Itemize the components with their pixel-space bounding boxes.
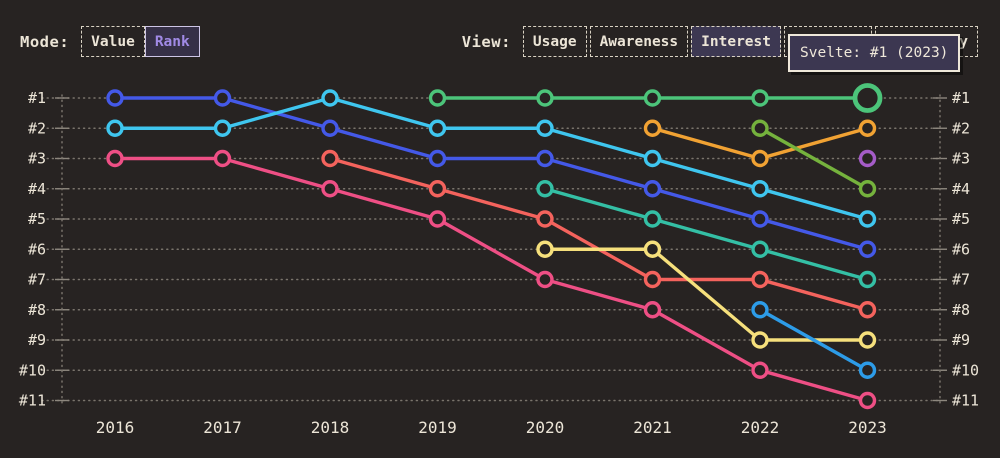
chart-point-salmon[interactable] bbox=[858, 301, 877, 319]
chart-point-pink[interactable] bbox=[536, 270, 554, 289]
chart-point-orange[interactable] bbox=[858, 119, 877, 137]
chart-point-highlight-svelte[interactable] bbox=[852, 83, 883, 113]
chart-point-cyan[interactable] bbox=[751, 180, 769, 198]
chart-point-light-green[interactable] bbox=[751, 119, 769, 137]
chart-point-pink[interactable] bbox=[751, 361, 769, 379]
chart-point-pink[interactable] bbox=[106, 149, 124, 168]
rank-label-left: #2 bbox=[28, 119, 46, 137]
chart-point-pink[interactable] bbox=[858, 391, 877, 410]
series-line-salmon bbox=[328, 156, 870, 312]
rank-label-left: #9 bbox=[28, 331, 46, 349]
chart-point-pink[interactable] bbox=[428, 210, 447, 228]
rank-label-right: #3 bbox=[952, 150, 970, 168]
chart-point-orange[interactable] bbox=[643, 119, 662, 137]
mode-button-rank[interactable]: Rank bbox=[144, 26, 200, 57]
rank-label-right: #1 bbox=[952, 89, 970, 107]
chart-point-yellow[interactable] bbox=[751, 331, 769, 349]
chart-point-blue[interactable] bbox=[321, 119, 339, 137]
view-button-usage[interactable]: Usage bbox=[522, 26, 587, 57]
chart-point-cyan[interactable] bbox=[428, 119, 447, 137]
rank-label-left: #8 bbox=[28, 301, 46, 319]
chart-point-cyan[interactable] bbox=[106, 119, 124, 137]
year-label: 2018 bbox=[311, 418, 350, 437]
chart-point-yellow[interactable] bbox=[858, 331, 877, 349]
year-label: 2020 bbox=[526, 418, 565, 437]
chart-point-salmon[interactable] bbox=[536, 210, 554, 228]
chart-point-svelte[interactable] bbox=[428, 89, 447, 107]
rank-label-left: #6 bbox=[28, 240, 46, 258]
chart-point-svelte[interactable] bbox=[536, 89, 554, 107]
view-label: View: bbox=[461, 32, 511, 51]
rank-label-left: #4 bbox=[28, 180, 46, 198]
rank-label-left: #10 bbox=[19, 361, 46, 379]
chart-point-pink[interactable] bbox=[321, 180, 339, 198]
chart-point-blue[interactable] bbox=[536, 149, 554, 168]
rank-label-right: #7 bbox=[952, 271, 970, 289]
chart-point-orange[interactable] bbox=[751, 149, 769, 168]
mode-button-value[interactable]: Value bbox=[81, 26, 145, 57]
view-button-awareness[interactable]: Awareness bbox=[589, 26, 689, 57]
rank-label-left: #7 bbox=[28, 271, 46, 289]
chart-point-blue[interactable] bbox=[858, 240, 877, 258]
rank-label-left: #1 bbox=[28, 89, 46, 107]
series-line-dodger-blue bbox=[758, 308, 870, 372]
chart-point-salmon[interactable] bbox=[643, 270, 662, 289]
rank-label-left: #11 bbox=[19, 392, 46, 410]
rank-label-right: #8 bbox=[952, 301, 970, 319]
chart-point-blue[interactable] bbox=[213, 89, 232, 107]
chart-point-yellow[interactable] bbox=[643, 240, 662, 258]
rank-label-right: #9 bbox=[952, 331, 970, 349]
chart-point-teal[interactable] bbox=[643, 210, 662, 228]
year-label: 2017 bbox=[203, 418, 242, 437]
chart-point-cyan[interactable] bbox=[536, 119, 554, 137]
year-label: 2021 bbox=[633, 418, 672, 437]
chart-point-salmon[interactable] bbox=[428, 180, 447, 198]
chart-point-blue[interactable] bbox=[428, 149, 447, 168]
series-line-blue bbox=[113, 96, 870, 251]
chart-point-blue[interactable] bbox=[643, 180, 662, 198]
series-line-cyan bbox=[113, 96, 870, 221]
year-label: 2023 bbox=[848, 418, 887, 437]
mode-label: Mode: bbox=[20, 32, 70, 51]
chart-point-blue[interactable] bbox=[106, 89, 124, 107]
series-line-teal bbox=[543, 187, 870, 282]
series-line-light-green bbox=[758, 126, 870, 191]
chart-point-yellow[interactable] bbox=[536, 240, 554, 258]
chart-point-pink[interactable] bbox=[643, 301, 662, 319]
rank-label-left: #3 bbox=[28, 150, 46, 168]
chart-point-teal[interactable] bbox=[858, 270, 877, 289]
chart-point-cyan[interactable] bbox=[858, 210, 877, 228]
year-label: 2019 bbox=[418, 418, 457, 437]
chart-point-purple[interactable] bbox=[858, 149, 877, 168]
chart-point-teal[interactable] bbox=[751, 240, 769, 258]
rank-label-right: #5 bbox=[952, 210, 970, 228]
rank-label-right: #11 bbox=[952, 392, 979, 410]
chart-point-blue[interactable] bbox=[751, 210, 769, 228]
series-line-pink bbox=[113, 156, 870, 403]
chart-point-cyan[interactable] bbox=[643, 149, 662, 168]
chart-point-light-green[interactable] bbox=[858, 180, 877, 198]
rank-label-left: #5 bbox=[28, 210, 46, 228]
rank-label-right: #10 bbox=[952, 361, 979, 379]
chart-point-teal[interactable] bbox=[536, 180, 554, 198]
mode-toggle-group: Mode: Value Rank bbox=[20, 26, 200, 57]
chart-point-dodger-blue[interactable] bbox=[751, 301, 769, 319]
year-label: 2016 bbox=[96, 418, 135, 437]
chart-point-salmon[interactable] bbox=[321, 149, 339, 168]
rank-label-right: #2 bbox=[952, 119, 970, 137]
year-label: 2022 bbox=[741, 418, 780, 437]
chart-point-cyan[interactable] bbox=[213, 119, 232, 137]
view-button-interest[interactable]: Interest bbox=[691, 26, 781, 57]
chart-point-cyan[interactable] bbox=[321, 89, 339, 107]
rank-label-right: #4 bbox=[952, 180, 970, 198]
chart-point-svelte[interactable] bbox=[643, 89, 662, 107]
chart-point-pink[interactable] bbox=[213, 149, 232, 168]
chart-point-salmon[interactable] bbox=[751, 270, 769, 289]
chart-point-dodger-blue[interactable] bbox=[858, 361, 877, 379]
chart-point-svelte[interactable] bbox=[751, 89, 769, 107]
rank-label-right: #6 bbox=[952, 240, 970, 258]
chart-tooltip-text: Svelte: #1 (2023) bbox=[800, 45, 949, 61]
chart-tooltip: Svelte: #1 (2023) bbox=[788, 34, 961, 72]
